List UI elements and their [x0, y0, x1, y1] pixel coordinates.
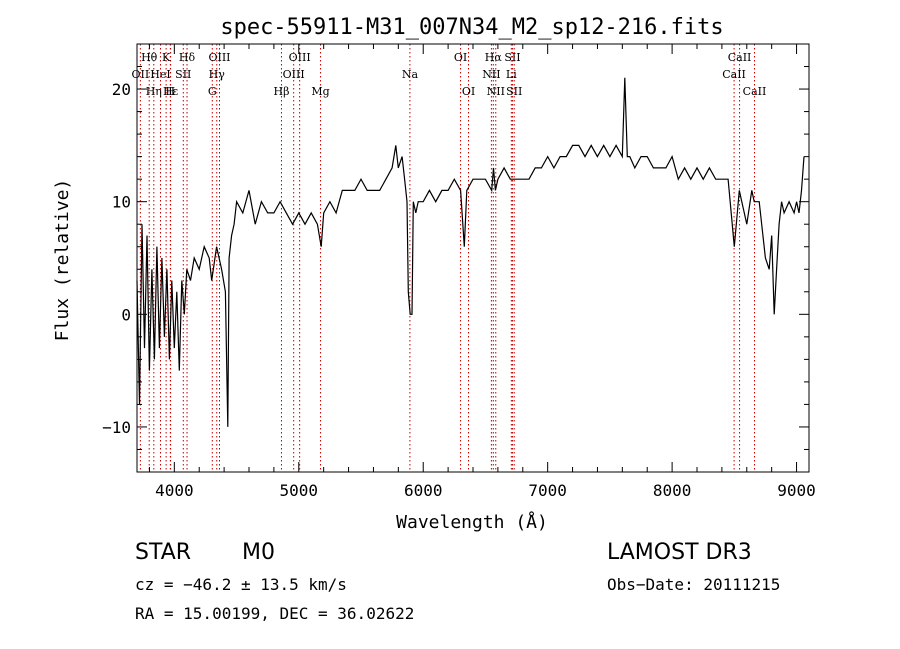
line-marker-label: Hη: [146, 85, 162, 98]
y-tick-label: −10: [102, 418, 131, 437]
line-marker-label: Na: [402, 68, 419, 81]
chart-title: spec-55911-M31_007N34_M2_sp12-216.fits: [220, 15, 723, 40]
line-marker-label: CaII: [728, 51, 752, 64]
observation-date: Obs−Date: 20111215: [607, 575, 781, 594]
line-marker-label: OIII: [289, 51, 311, 64]
line-marker-label: SII: [175, 68, 191, 81]
line-marker-label: HeI: [150, 68, 170, 81]
x-axis: 4000 5000 6000 7000 8000 9000: [148, 44, 816, 500]
line-marker-label: Hγ: [209, 68, 226, 81]
line-marker-label: NII: [482, 68, 500, 81]
line-marker-label: CaII: [743, 85, 767, 98]
line-marker-label: SII: [506, 85, 522, 98]
line-marker-label: CaII: [722, 68, 746, 81]
object-class: STAR: [135, 540, 192, 565]
line-marker-label: G: [208, 85, 217, 98]
plot-frame: [136, 43, 810, 473]
x-tick-label: 9000: [777, 481, 816, 500]
survey-name: LAMOST DR3: [607, 540, 752, 565]
line-marker-label: Mg: [311, 85, 329, 98]
line-marker-label: OI: [462, 85, 475, 98]
y-axis: −10 0 10 20: [102, 43, 809, 450]
x-tick-label: 5000: [280, 481, 319, 500]
line-marker-label: Hε: [163, 85, 179, 98]
x-tick-label: 8000: [653, 481, 692, 500]
spectral-line-markers: [139, 44, 755, 472]
y-tick-label: 0: [121, 305, 131, 324]
line-marker-label: SII: [504, 51, 520, 64]
y-tick-label: 10: [112, 193, 131, 212]
ra-dec: RA = 15.00199, DEC = 36.02622: [135, 604, 415, 623]
x-tick-label: 7000: [528, 481, 567, 500]
line-marker-label: K: [162, 51, 171, 64]
line-marker-label: Hα: [485, 51, 503, 64]
line-marker-label: Li: [506, 68, 517, 81]
line-marker-label: Hθ: [141, 51, 158, 64]
redshift-cz: cz = −46.2 ± 13.5 km/s: [135, 575, 347, 594]
y-axis-label: Flux (relative): [52, 179, 73, 342]
x-tick-label: 6000: [404, 481, 443, 500]
spectrum-line: [136, 77, 805, 427]
x-tick-label: 4000: [155, 481, 194, 500]
line-marker-label: OIII: [283, 68, 305, 81]
x-axis-label: Wavelength (Å): [396, 511, 548, 533]
line-marker-label: OIII: [208, 51, 230, 64]
line-marker-label: Hδ: [179, 51, 196, 64]
line-marker-label: H: [166, 85, 176, 98]
line-marker-label: OI: [454, 51, 467, 64]
line-marker-label: Hβ: [274, 85, 290, 98]
line-marker-label: OII: [132, 68, 150, 81]
y-tick-label: 20: [112, 80, 131, 99]
object-subclass: M0: [242, 540, 275, 565]
line-marker-label: NII: [487, 85, 505, 98]
